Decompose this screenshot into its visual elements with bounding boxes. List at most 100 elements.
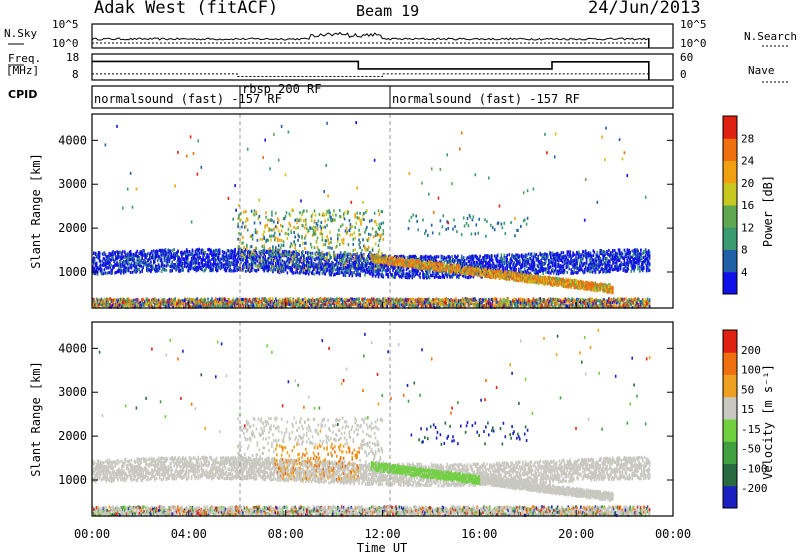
data-cell [229,267,232,271]
data-cell [320,299,323,303]
data-cell [162,300,165,304]
data-cell [318,271,321,275]
data-cell [270,238,272,242]
data-cell [282,304,285,308]
data-cell [334,218,336,222]
data-cell [281,259,284,263]
data-cell [288,221,291,225]
data-cell [341,223,344,227]
data-cell [99,302,102,306]
data-cell [307,257,309,261]
data-cell [296,259,298,263]
data-cell [162,254,165,258]
data-cell [125,269,128,272]
data-cell [135,268,138,272]
data-cell [206,265,208,269]
data-cell [93,267,96,271]
data-cell [299,267,301,271]
data-cell [305,271,307,275]
data-cell [198,263,201,267]
data-cell [273,251,275,255]
data-cell [260,300,263,303]
data-cell [314,268,317,272]
data-cell [369,233,372,237]
data-cell [233,267,235,271]
data-cell [151,264,153,268]
data-cell [240,268,242,272]
data-cell [304,301,306,305]
data-cell [103,303,106,307]
data-cell [291,299,294,303]
data-cell [218,259,221,263]
data-cell [168,252,171,256]
cpid-box [91,85,674,109]
data-cell [333,209,335,213]
data-cell [169,269,172,273]
data-cell [243,246,245,249]
data-cell [284,173,287,177]
data-cell [235,253,237,257]
data-cell [248,268,251,272]
data-cell [207,261,209,265]
data-cell [331,246,333,250]
data-cell [226,259,229,263]
data-cell [349,233,352,237]
data-cell [197,249,200,252]
data-cell [160,270,163,273]
data-cell [232,254,234,258]
data-cell [278,269,281,273]
data-cell [184,264,186,268]
data-cell [212,300,214,304]
data-cell [236,252,238,256]
data-cell [247,299,250,303]
data-cell [218,248,221,252]
data-cell [268,252,270,256]
data-cell [129,250,132,253]
data-cell [402,274,405,278]
data-cell [271,265,273,269]
data-cell [139,260,141,264]
data-cell [138,264,141,268]
data-cell [238,298,240,302]
data-cell [227,304,230,308]
data-cell [278,252,281,256]
data-cell [298,266,300,270]
data-cell [131,254,134,257]
data-cell [432,272,435,276]
data-cell [154,250,157,254]
data-cell [139,262,141,266]
data-cell [245,248,247,252]
data-cell [181,264,183,268]
data-cell [217,258,220,262]
data-cell [204,251,206,254]
data-cell [130,305,133,309]
data-cell [116,261,118,265]
data-cell [99,263,102,267]
data-cell [162,267,165,271]
data-cell [114,299,116,302]
data-cell [201,302,203,306]
data-cell [290,231,293,234]
data-cell [238,256,240,260]
data-cell [195,266,198,270]
data-cell [222,257,225,261]
data-cell [269,301,271,305]
data-cell [429,276,431,280]
data-cell [246,298,249,302]
data-cell [92,302,94,306]
data-cell [177,264,179,268]
data-cell [191,254,194,257]
data-cell [212,263,214,267]
data-cell [227,263,230,267]
data-cell [93,268,95,272]
data-cell [230,249,233,252]
data-cell [337,233,339,237]
data-cell [192,299,195,302]
data-cell [218,298,221,302]
data-cell [318,212,321,216]
data-cell [186,301,189,305]
data-cell [245,219,247,223]
data-cell [124,303,127,307]
data-cell [265,304,267,308]
data-cell [246,269,249,272]
